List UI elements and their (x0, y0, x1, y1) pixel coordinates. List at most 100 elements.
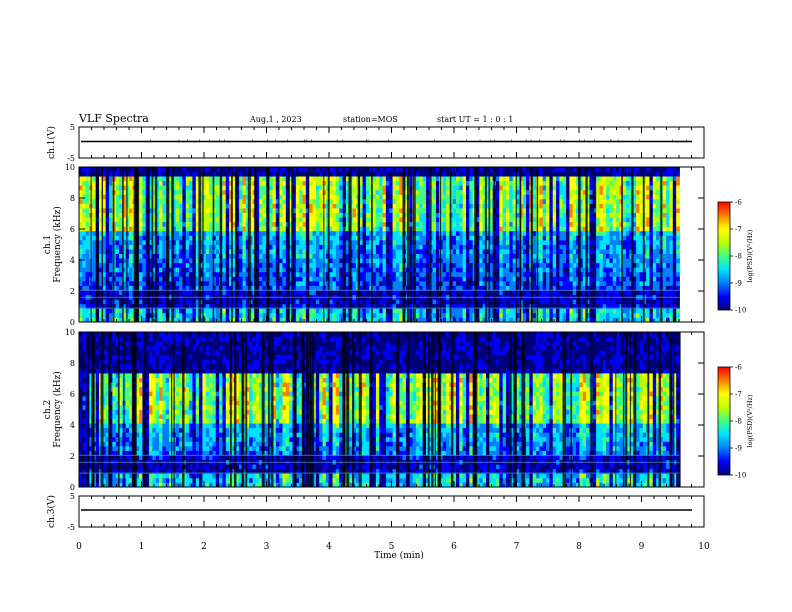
spectrogram-cell (302, 212, 307, 218)
spectrogram-cell (496, 299, 500, 305)
spectrogram-cell (92, 217, 97, 223)
spectrogram-cell (215, 280, 220, 286)
spectrogram-cell (142, 217, 147, 223)
spectrogram-cell (282, 285, 287, 291)
spectrogram-cell (502, 249, 507, 255)
spectrogram-cell (129, 203, 133, 209)
spectrogram-cell (209, 280, 213, 286)
spectrogram-cell (486, 290, 490, 296)
spectrogram-cell (489, 280, 494, 286)
spectrogram-cell (85, 180, 90, 186)
y-tick-label: 5 (70, 123, 75, 132)
spectrogram-cell (315, 258, 320, 264)
spectrogram-cell (149, 253, 153, 259)
spectrogram-cell (129, 285, 133, 291)
spectrogram-cell (422, 226, 427, 232)
spectrogram-cell (129, 230, 133, 236)
spectrogram-cell (489, 217, 494, 223)
spectrogram-cell (335, 303, 340, 309)
spectrogram-cell (275, 180, 280, 186)
spectrogram-cell (215, 299, 220, 305)
spectrogram-cell (445, 276, 450, 282)
spectrogram-cell (506, 262, 510, 268)
spectrogram-cell (125, 317, 130, 323)
spectrogram-cell (459, 280, 464, 286)
spectrogram-cell (115, 167, 120, 172)
spectrogram-cell (375, 171, 380, 177)
spectrogram-cell (299, 230, 303, 236)
spectrogram-cell (299, 253, 303, 259)
spectrogram-cell (399, 189, 404, 195)
spectrogram-cell (249, 198, 253, 204)
spectrogram-cell (329, 194, 333, 200)
spectrogram-cell (322, 221, 327, 227)
spectrogram-cell (269, 290, 273, 296)
spectrogram-cell (392, 221, 397, 227)
spectrogram-cell (499, 226, 504, 232)
spectrogram-cell (222, 230, 227, 236)
spectrogram-cell (422, 176, 427, 182)
spectrogram-cell (345, 299, 350, 305)
spectrogram-cell (482, 303, 487, 309)
spectrogram-cell (242, 303, 247, 309)
spectrogram-cell (149, 230, 153, 236)
spectrogram-cell (422, 258, 427, 264)
spectrogram-cell (332, 167, 337, 172)
spectrogram-cell (189, 198, 193, 204)
spectrogram-cell (425, 249, 430, 255)
spectrogram-cell (455, 180, 460, 186)
spectrogram-cell (195, 189, 200, 195)
spectrogram-cell (235, 290, 240, 296)
spectrogram-cell (455, 299, 460, 305)
spectrogram-cell (239, 276, 243, 282)
spectrogram-cell (195, 239, 200, 245)
spectrogram-cell (119, 221, 123, 227)
spectrogram-cell (415, 299, 420, 305)
spectrogram-cell (162, 212, 167, 218)
spectrogram-cell (332, 299, 337, 305)
spectrogram-cell (139, 208, 143, 213)
spectrogram-cell (399, 198, 404, 204)
spectrogram-cell (159, 262, 163, 268)
spectrogram-cell (315, 230, 320, 236)
spectrogram-cell (389, 208, 393, 213)
spectrogram-cell (82, 271, 87, 277)
spectrogram-cell (512, 208, 517, 213)
spectrogram-cell (142, 271, 147, 277)
spectrogram-cell (479, 198, 484, 204)
spectrogram-cell (379, 262, 383, 268)
spectrogram-cell (509, 303, 514, 309)
spectrogram-cell (139, 249, 143, 255)
spectrogram-cell (279, 244, 283, 250)
spectrogram-cell (109, 180, 113, 186)
spectrogram-cell (455, 249, 460, 255)
spectrogram-cell (269, 203, 273, 209)
spectrogram-cell (105, 221, 110, 227)
spectrogram-cell (119, 176, 123, 182)
spectrogram-cell (302, 235, 307, 241)
spectrogram-cell (482, 226, 487, 232)
spectrogram-cell (292, 312, 297, 318)
spectrogram-cell (179, 303, 183, 309)
spectrogram-cell (302, 171, 307, 177)
spectrogram-cell (522, 235, 527, 241)
spectrogram-cell (185, 253, 190, 259)
spectrogram-cell (299, 303, 303, 309)
spectrogram-cell (462, 276, 467, 282)
spectrogram-cell (282, 253, 287, 259)
spectrogram-cell (172, 312, 177, 318)
spectrogram-cell (522, 198, 527, 204)
spectrogram-cell (445, 258, 450, 264)
spectrogram-cell (232, 239, 237, 245)
spectrogram-cell (115, 249, 120, 255)
spectrogram-cell (79, 198, 83, 204)
spectrogram-cell (469, 299, 474, 305)
spectrogram-cell (332, 290, 337, 296)
spectrogram-cell (189, 244, 193, 250)
spectrogram-cell (415, 189, 420, 195)
spectrogram-cell (475, 235, 480, 241)
spectrogram-cell (209, 285, 213, 291)
spectrogram-cell (155, 235, 160, 241)
spectrogram-cell (299, 176, 303, 182)
spectrogram-cell (262, 239, 267, 245)
